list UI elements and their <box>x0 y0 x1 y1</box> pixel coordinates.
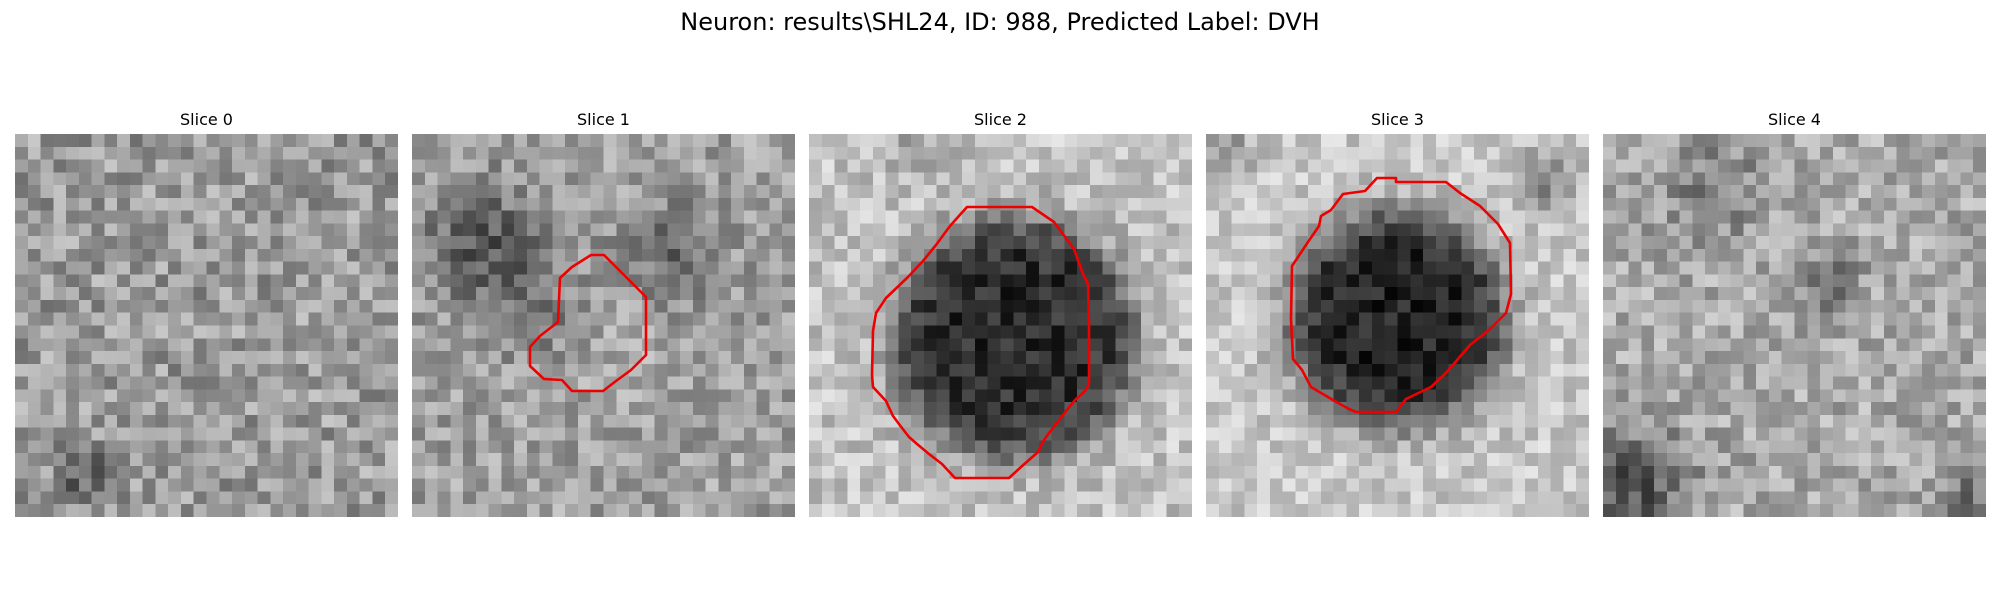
slice-panel-0: Slice 0 <box>15 108 398 517</box>
slice-panel-3: Slice 3 <box>1206 108 1589 517</box>
slice-title: Slice 0 <box>180 110 233 129</box>
slice-image <box>1206 134 1589 517</box>
roi-contour-overlay <box>1289 176 1513 414</box>
roi-contour-overlay <box>528 253 648 393</box>
slice-pixels <box>412 134 795 517</box>
slice-title: Slice 1 <box>577 110 630 129</box>
slice-image <box>412 134 795 517</box>
roi-contour <box>870 205 1091 480</box>
slice-image <box>15 134 398 517</box>
slice-pixels <box>15 134 398 517</box>
slice-pixels <box>1206 134 1589 517</box>
slice-image <box>809 134 1192 517</box>
roi-contour <box>1289 176 1513 414</box>
slice-panel-1: Slice 1 <box>412 108 795 517</box>
slice-panel-2: Slice 2 <box>809 108 1192 517</box>
slice-panel-4: Slice 4 <box>1603 108 1986 517</box>
slice-title: Slice 2 <box>974 110 1027 129</box>
roi-contour-overlay <box>870 205 1091 480</box>
slice-title: Slice 4 <box>1768 110 1821 129</box>
slice-image <box>1603 134 1986 517</box>
slice-title: Slice 3 <box>1371 110 1424 129</box>
figure-title: Neuron: results\SHL24, ID: 988, Predicte… <box>680 8 1320 36</box>
slice-pixels <box>1603 134 1986 517</box>
roi-contour <box>528 253 648 393</box>
